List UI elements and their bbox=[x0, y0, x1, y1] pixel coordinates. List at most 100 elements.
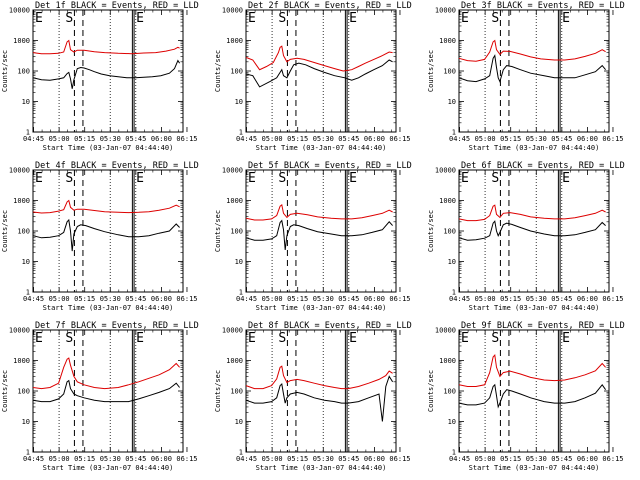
x-tick-label: 06:00 bbox=[577, 135, 598, 143]
x-tick-label: 05:30 bbox=[526, 135, 547, 143]
end-marker-label: E bbox=[136, 331, 144, 346]
x-tick-label: 04:45 bbox=[23, 135, 44, 143]
x-tick-label: 06:15 bbox=[176, 135, 197, 143]
x-tick-label: 05:15 bbox=[500, 455, 521, 463]
x-tick-label: 05:45 bbox=[338, 135, 359, 143]
x-axis-label: Start Time (03-Jan-07 04:44:40) bbox=[43, 144, 174, 152]
y-tick-label: 1000 bbox=[226, 357, 243, 365]
series-line-red bbox=[32, 357, 180, 390]
series-line-black bbox=[32, 379, 180, 403]
y-tick-label: 1000 bbox=[439, 197, 456, 205]
y-tick-label: 10000 bbox=[9, 327, 30, 335]
y-axis-label: Counts/sec bbox=[1, 210, 9, 252]
panel-8: Det 8f BLACK = Events, RED = LLD 1 10 100 10… bbox=[214, 321, 412, 472]
x-tick-label: 05:15 bbox=[287, 135, 308, 143]
y-axis-label: Counts/sec bbox=[427, 210, 435, 252]
end-marker-label: E bbox=[35, 11, 43, 26]
y-tick-label: 100 bbox=[230, 228, 243, 236]
y-tick-label: 1000 bbox=[13, 357, 30, 365]
y-axis-label: Counts/sec bbox=[1, 50, 9, 92]
end-marker-label: E bbox=[35, 171, 43, 186]
x-axis-label: Start Time (03-Jan-07 04:44:40) bbox=[256, 464, 387, 472]
y-tick-label: 1000 bbox=[439, 357, 456, 365]
series-line-red bbox=[32, 199, 180, 214]
series-line-black bbox=[458, 220, 606, 241]
x-axis-label: Start Time (03-Jan-07 04:44:40) bbox=[469, 304, 600, 312]
x-tick-label: 06:15 bbox=[389, 135, 410, 143]
end-marker-label: E bbox=[136, 171, 144, 186]
panel-title: Det 4f BLACK = Events, RED = LLD bbox=[35, 161, 199, 171]
series-line-red bbox=[458, 39, 606, 62]
x-tick-label: 05:30 bbox=[100, 295, 121, 303]
x-axis-label: Start Time (03-Jan-07 04:44:40) bbox=[469, 464, 600, 472]
x-tick-label: 05:15 bbox=[287, 455, 308, 463]
x-tick-label: 05:00 bbox=[475, 295, 496, 303]
x-tick-label: 05:15 bbox=[500, 295, 521, 303]
x-tick-label: 04:45 bbox=[449, 455, 470, 463]
y-tick-label: 10000 bbox=[435, 167, 456, 175]
x-tick-label: 05:00 bbox=[262, 455, 283, 463]
y-axis-label: Counts/sec bbox=[214, 370, 222, 412]
y-tick-label: 1 bbox=[26, 289, 30, 297]
x-tick-label: 05:00 bbox=[475, 135, 496, 143]
x-tick-label: 04:45 bbox=[236, 295, 257, 303]
y-tick-label: 1000 bbox=[13, 197, 30, 205]
end-marker-label: E bbox=[349, 171, 357, 186]
y-tick-label: 10000 bbox=[435, 327, 456, 335]
panel-title: Det 9f BLACK = Events, RED = LLD bbox=[461, 321, 625, 331]
y-tick-label: 1000 bbox=[226, 37, 243, 45]
x-tick-label: 05:30 bbox=[313, 455, 334, 463]
y-tick-label: 10000 bbox=[9, 7, 30, 15]
y-tick-label: 10000 bbox=[222, 167, 243, 175]
x-tick-label: 05:45 bbox=[551, 135, 572, 143]
panel-6: Det 6f BLACK = Events, RED = LLD 1 10 100 10… bbox=[427, 161, 625, 312]
x-axis-label: Start Time (03-Jan-07 04:44:40) bbox=[256, 304, 387, 312]
series-line-black bbox=[32, 59, 181, 89]
y-tick-label: 100 bbox=[230, 388, 243, 396]
y-tick-label: 1 bbox=[452, 129, 456, 137]
end-marker-label: E bbox=[35, 331, 43, 346]
panel-title: Det 1f BLACK = Events, RED = LLD bbox=[35, 1, 199, 11]
panel-1: Det 1f BLACK = Events, RED = LLD 1 10 100 10… bbox=[1, 1, 199, 152]
series-line-black bbox=[245, 59, 393, 88]
start-marker-label: S bbox=[491, 171, 499, 186]
series-line-red bbox=[245, 365, 393, 390]
x-tick-label: 05:15 bbox=[500, 135, 521, 143]
y-tick-label: 1000 bbox=[226, 197, 243, 205]
x-tick-label: 05:00 bbox=[49, 295, 70, 303]
plot-frame bbox=[245, 169, 397, 293]
y-tick-label: 100 bbox=[443, 388, 456, 396]
series-line-red bbox=[245, 45, 393, 72]
x-tick-label: 06:15 bbox=[176, 455, 197, 463]
x-tick-label: 05:30 bbox=[526, 295, 547, 303]
panel-2: Det 2f BLACK = Events, RED = LLD 1 10 100 10… bbox=[214, 1, 412, 152]
y-tick-label: 10000 bbox=[222, 7, 243, 15]
x-tick-label: 06:00 bbox=[364, 295, 385, 303]
panel-title: Det 5f BLACK = Events, RED = LLD bbox=[248, 161, 412, 171]
panel-7: Det 7f BLACK = Events, RED = LLD 1 10 100 10… bbox=[1, 321, 199, 472]
start-marker-label: S bbox=[278, 11, 286, 26]
x-tick-label: 06:15 bbox=[176, 295, 197, 303]
panel-3: Det 3f BLACK = Events, RED = LLD 1 10 100 10… bbox=[427, 1, 625, 152]
x-tick-label: 05:45 bbox=[338, 295, 359, 303]
y-axis-label: Counts/sec bbox=[427, 370, 435, 412]
x-tick-label: 04:45 bbox=[23, 295, 44, 303]
y-tick-label: 1 bbox=[26, 449, 30, 457]
panel-title: Det 6f BLACK = Events, RED = LLD bbox=[461, 161, 625, 171]
x-tick-label: 04:45 bbox=[449, 135, 470, 143]
start-marker-label: S bbox=[278, 171, 286, 186]
x-tick-label: 06:15 bbox=[389, 295, 410, 303]
x-tick-label: 05:30 bbox=[313, 135, 334, 143]
x-tick-label: 05:45 bbox=[551, 295, 572, 303]
y-tick-label: 10 bbox=[235, 258, 243, 266]
y-tick-label: 10 bbox=[448, 98, 456, 106]
x-axis-label: Start Time (03-Jan-07 04:44:40) bbox=[43, 304, 174, 312]
x-tick-label: 05:45 bbox=[125, 295, 146, 303]
x-axis-label: Start Time (03-Jan-07 04:44:40) bbox=[256, 144, 387, 152]
start-marker-label: S bbox=[65, 331, 73, 346]
y-tick-label: 1 bbox=[26, 129, 30, 137]
x-tick-label: 05:30 bbox=[100, 455, 121, 463]
y-tick-label: 10 bbox=[235, 418, 243, 426]
x-tick-label: 06:15 bbox=[389, 455, 410, 463]
end-marker-label: E bbox=[349, 11, 357, 26]
